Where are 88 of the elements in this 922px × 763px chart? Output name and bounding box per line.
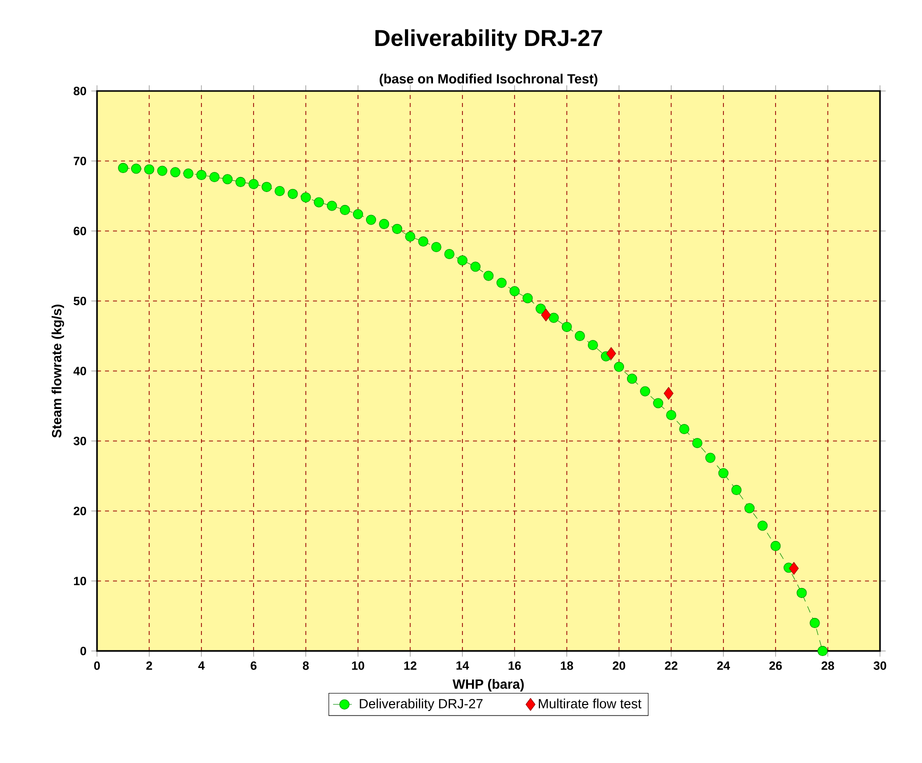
point <box>818 646 828 656</box>
point <box>300 192 311 202</box>
chart-subtitle: (base on Modified Isochronal Test) <box>380 74 598 86</box>
legend-label: Deliverability DRJ-27 <box>360 698 483 712</box>
y-tick-label: 10 <box>74 576 86 586</box>
x-tick-label: 6 <box>250 661 256 670</box>
x-tick-label: 16 <box>508 661 521 670</box>
point <box>352 209 364 220</box>
point <box>770 540 781 552</box>
point <box>562 322 572 332</box>
y-tick-label: 80 <box>74 86 86 96</box>
chart-title: Deliverability DRJ-27 <box>375 29 602 51</box>
point <box>614 362 624 372</box>
point <box>405 232 416 242</box>
point <box>679 424 690 434</box>
point <box>541 308 551 322</box>
x-tick-label: 14 <box>456 661 470 670</box>
point <box>392 224 402 234</box>
point <box>131 164 142 174</box>
point <box>718 468 728 478</box>
point <box>418 236 428 247</box>
point <box>235 176 246 188</box>
y-tick-label: 70 <box>74 156 86 166</box>
point <box>664 386 674 400</box>
y-tick-label: 0 <box>80 646 86 656</box>
point <box>457 255 468 266</box>
x-tick-label: 18 <box>560 661 574 670</box>
point <box>326 200 337 211</box>
x-tick-label: 2 <box>146 661 152 670</box>
point <box>222 174 233 184</box>
point <box>653 398 664 408</box>
point <box>340 204 350 216</box>
point <box>731 484 742 496</box>
point <box>157 166 168 176</box>
point <box>288 188 298 199</box>
legend-label: Multirate flow test <box>538 698 642 708</box>
point <box>366 214 376 225</box>
x-axis-title: WHP (bara) <box>452 679 524 692</box>
x-tick-label: 28 <box>822 661 834 670</box>
point <box>209 172 220 182</box>
point <box>640 386 650 396</box>
point <box>588 340 598 350</box>
x-tick-label: 30 <box>874 661 886 670</box>
x-tick-label: 12 <box>404 661 416 670</box>
point <box>444 249 454 260</box>
point <box>118 162 128 174</box>
point <box>510 286 520 296</box>
point <box>522 293 533 304</box>
x-tick-label: 24 <box>717 661 730 670</box>
x-tick-label: 0 <box>94 661 100 670</box>
point <box>196 170 206 180</box>
point <box>574 330 585 342</box>
x-tick-label: 8 <box>302 661 309 670</box>
point <box>705 452 716 463</box>
point <box>757 520 768 531</box>
point <box>262 182 272 192</box>
y-axis-title: Steam flowrate (kg/s) <box>52 304 64 438</box>
point <box>274 186 285 196</box>
point <box>666 410 676 420</box>
point <box>470 262 481 272</box>
point <box>170 167 180 178</box>
x-tick-label: 4 <box>198 661 205 670</box>
x-tick-label: 10 <box>352 661 364 670</box>
point <box>810 618 820 628</box>
y-tick-label: 30 <box>74 436 86 446</box>
y-tick-label: 20 <box>74 506 86 516</box>
point <box>789 562 799 575</box>
x-tick-label: 20 <box>612 661 626 670</box>
point <box>692 438 702 448</box>
y-tick-label: 50 <box>74 296 86 306</box>
point <box>248 179 259 190</box>
y-tick-label: 60 <box>74 226 86 236</box>
point <box>379 218 390 230</box>
point <box>431 242 442 252</box>
point <box>314 197 324 208</box>
point <box>536 304 546 314</box>
point <box>626 374 638 384</box>
point <box>548 312 559 323</box>
point <box>744 503 755 514</box>
point <box>496 278 507 288</box>
point <box>483 270 494 281</box>
point <box>796 588 807 598</box>
y-tick-label: 40 <box>73 366 86 376</box>
point <box>183 168 194 179</box>
x-tick-label: 22 <box>664 661 678 670</box>
x-tick-label: 26 <box>769 661 782 670</box>
point <box>606 347 616 360</box>
point <box>144 164 154 174</box>
